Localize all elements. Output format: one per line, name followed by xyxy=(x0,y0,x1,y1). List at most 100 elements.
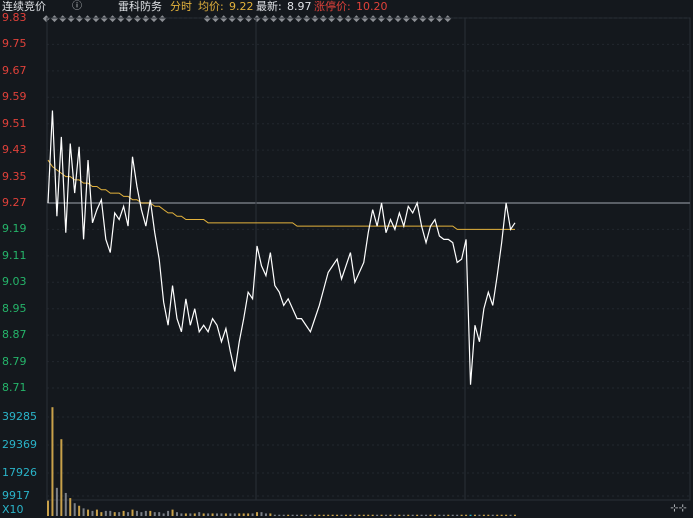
price-tick-label: 9.03 xyxy=(2,275,27,289)
volume-bar xyxy=(113,512,116,516)
volume-bar xyxy=(322,514,325,516)
volume-bar xyxy=(451,514,454,516)
volume-bar xyxy=(460,514,463,516)
volume-bar xyxy=(264,513,267,516)
auction-status-label: 连续竞价 xyxy=(2,0,46,13)
volume-bar xyxy=(380,514,383,516)
volume-bar xyxy=(344,514,347,516)
avg-price-value: 9.22 xyxy=(229,0,254,13)
volume-bar xyxy=(202,513,205,516)
volume-bar xyxy=(385,514,388,516)
volume-bar xyxy=(175,512,178,516)
info-icon[interactable]: ⓘ xyxy=(72,1,82,12)
volume-bar xyxy=(296,514,299,516)
volume-bar xyxy=(167,510,170,516)
volume-bar xyxy=(442,514,445,516)
volume-bar xyxy=(153,512,156,516)
volume-bar xyxy=(229,513,232,516)
volume-bar xyxy=(300,514,303,516)
volume-bar xyxy=(447,514,450,516)
volume-bar xyxy=(411,514,414,516)
volume-bar xyxy=(220,513,223,516)
volume-bar xyxy=(478,514,481,516)
volume-bar xyxy=(91,510,94,516)
volume-bar xyxy=(416,514,419,516)
price-tick-label: 9.11 xyxy=(2,248,27,262)
latest-price-label: 最新: xyxy=(256,0,282,13)
volume-bar xyxy=(398,514,401,516)
volume-bar xyxy=(60,439,63,516)
limit-up-label: 涨停价: xyxy=(314,0,351,13)
volume-bar xyxy=(313,514,316,516)
volume-bar xyxy=(247,513,250,516)
volume-bar xyxy=(109,510,112,516)
volume-bar xyxy=(158,512,161,516)
volume-bar xyxy=(327,514,330,516)
volume-bar xyxy=(135,510,138,516)
volume-bar xyxy=(273,514,276,516)
view-mode-label[interactable]: 分时 xyxy=(170,0,192,13)
auction-markers-left: ◆◆◆◆◆◆◆◆◆◆◆◆◆◆◆ xyxy=(42,14,166,24)
volume-tick-label: 29369 xyxy=(2,438,37,451)
volume-bar xyxy=(278,514,281,516)
latest-price-value: 8.97 xyxy=(287,0,312,13)
volume-bar xyxy=(309,514,312,516)
volume-bar xyxy=(331,514,334,516)
volume-bar xyxy=(162,513,165,516)
volume-bar xyxy=(358,514,361,516)
volume-bar xyxy=(282,514,285,516)
volume-bar xyxy=(420,514,423,516)
volume-bar xyxy=(171,509,174,516)
volume-bar xyxy=(318,514,321,516)
volume-tick-label: 17926 xyxy=(2,466,37,479)
chart-frame xyxy=(46,17,691,501)
price-tick-label: 8.87 xyxy=(2,328,27,342)
volume-bar xyxy=(260,512,263,516)
limit-up-value: 10.20 xyxy=(356,0,388,13)
volume-bar xyxy=(376,514,379,516)
header-bar: 连续竞价 ⓘ 雷科防务 分时 均价: 9.22 最新: 8.97 涨停价: 10… xyxy=(0,0,693,14)
volume-bar xyxy=(47,500,49,516)
stock-name: 雷科防务 xyxy=(118,0,162,13)
price-tick-label: 9.51 xyxy=(2,116,27,130)
volume-bar xyxy=(291,514,294,516)
price-tick-label: 8.79 xyxy=(2,354,27,368)
avg-price-label: 均价: xyxy=(198,0,224,13)
volume-bar xyxy=(198,512,201,516)
volume-bar xyxy=(73,503,76,516)
volume-bar xyxy=(51,407,54,516)
volume-bar xyxy=(140,512,143,516)
volume-bar xyxy=(149,510,152,516)
volume-tick-label: 9917 xyxy=(2,489,30,502)
volume-bar xyxy=(402,514,405,516)
volume-bar xyxy=(242,513,245,516)
volume-bar xyxy=(491,514,494,516)
volume-bar xyxy=(82,508,85,516)
volume-bar xyxy=(336,514,339,516)
volume-bar xyxy=(393,514,396,516)
auction-markers-right: ◆◆◆◆◆◆◆◆◆◆◆◆◆◆◆◆◆◆◆◆◆◆◆◆◆◆◆◆◆◆ xyxy=(203,14,452,24)
price-tick-label: 9.59 xyxy=(2,90,27,104)
price-tick-label: 9.27 xyxy=(2,196,27,209)
volume-bar xyxy=(233,513,236,516)
price-tick-label: 8.71 xyxy=(2,381,27,394)
volume-bar xyxy=(371,514,374,516)
volume-bar xyxy=(304,514,307,516)
volume-bar xyxy=(500,514,503,516)
price-tick-label: 9.35 xyxy=(2,169,27,183)
volume-bar xyxy=(482,514,485,516)
volume-bar xyxy=(127,512,130,516)
volume-bar xyxy=(64,492,67,516)
volume-bar xyxy=(456,514,459,516)
volume-bar xyxy=(269,513,272,516)
volume-bar xyxy=(95,509,98,516)
price-tick-label: 8.95 xyxy=(2,301,27,315)
volume-bar xyxy=(433,514,436,516)
volume-bar xyxy=(514,514,516,516)
price-tick-label: 9.75 xyxy=(2,37,27,51)
volume-tick-label: 39285 xyxy=(2,410,37,423)
avg-price-line xyxy=(47,159,515,230)
volume-bar xyxy=(238,513,241,516)
volume-unit: X10 xyxy=(2,503,24,516)
